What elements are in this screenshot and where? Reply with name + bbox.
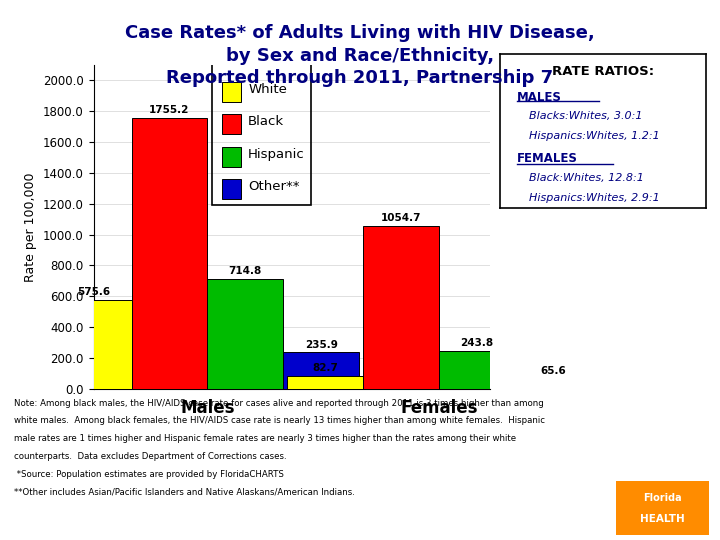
Text: Black:Whites, 12.8:1: Black:Whites, 12.8:1: [529, 172, 644, 183]
Text: Note: Among black males, the HIV/AIDS case rate for cases alive and reported thr: Note: Among black males, the HIV/AIDS ca…: [14, 399, 544, 408]
Bar: [212, 60, 310, 205]
Text: 65.6: 65.6: [540, 366, 566, 376]
Text: White: White: [248, 83, 287, 96]
Text: Other**: Other**: [248, 180, 300, 193]
Text: FEMALES: FEMALES: [517, 152, 577, 165]
Text: RATE RATIOS:: RATE RATIOS:: [552, 65, 654, 78]
Text: Black: Black: [248, 116, 284, 129]
Text: HEALTH: HEALTH: [640, 515, 685, 524]
Text: 575.6: 575.6: [77, 287, 110, 297]
Bar: [207, 279, 283, 389]
Text: counterparts.  Data excludes Department of Corrections cases.: counterparts. Data excludes Department o…: [14, 452, 287, 461]
Bar: [222, 179, 241, 199]
Y-axis label: Rate per 100,000: Rate per 100,000: [24, 172, 37, 281]
Bar: [222, 114, 241, 134]
Bar: [363, 226, 439, 389]
Text: Hispanics:Whites, 2.9:1: Hispanics:Whites, 2.9:1: [529, 192, 660, 202]
Text: *Source: Population estimates are provided by FloridaCHARTS: *Source: Population estimates are provid…: [14, 470, 284, 479]
Bar: [287, 376, 363, 389]
Text: 243.8: 243.8: [460, 339, 493, 348]
Bar: [283, 353, 359, 389]
Text: male rates are 1 times higher and Hispanic female rates are nearly 3 times highe: male rates are 1 times higher and Hispan…: [14, 434, 516, 443]
Bar: [222, 146, 241, 167]
Text: 1054.7: 1054.7: [381, 213, 421, 224]
Bar: [515, 379, 590, 389]
Text: Blacks:Whites, 3.0:1: Blacks:Whites, 3.0:1: [529, 111, 643, 121]
Text: Hispanic: Hispanic: [248, 148, 305, 161]
Bar: [439, 351, 515, 389]
Bar: [132, 118, 207, 389]
Text: MALES: MALES: [517, 91, 562, 104]
Text: white males.  Among black females, the HIV/AIDS case rate is nearly 13 times hig: white males. Among black females, the HI…: [14, 416, 546, 426]
Text: 714.8: 714.8: [229, 266, 262, 276]
Text: Florida: Florida: [643, 493, 682, 503]
Text: **Other includes Asian/Pacific Islanders and Native Alaskans/American Indians.: **Other includes Asian/Pacific Islanders…: [14, 488, 355, 497]
Text: 82.7: 82.7: [312, 363, 338, 373]
Text: 235.9: 235.9: [305, 340, 338, 349]
Text: 1755.2: 1755.2: [149, 105, 189, 115]
Text: Case Rates* of Adults Living with HIV Disease,
by Sex and Race/Ethnicity,
Report: Case Rates* of Adults Living with HIV Di…: [125, 24, 595, 87]
Text: Hispanics:Whites, 1.2:1: Hispanics:Whites, 1.2:1: [529, 131, 660, 141]
Bar: [55, 300, 132, 389]
Bar: [222, 82, 241, 102]
